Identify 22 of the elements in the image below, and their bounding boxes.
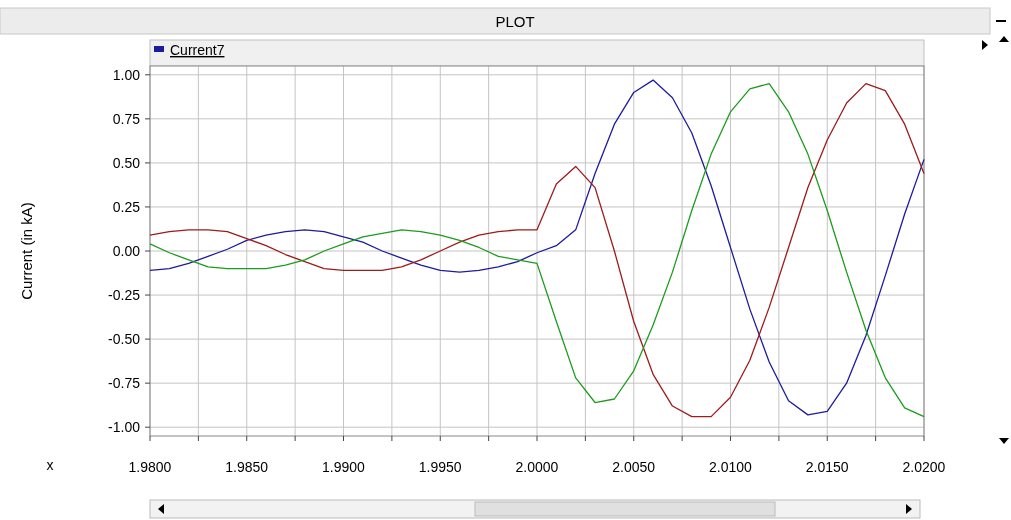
x-tick-label: 2.0000 xyxy=(515,459,559,475)
x-axis-title: x xyxy=(46,457,54,473)
legend-label: Current7 xyxy=(170,42,225,58)
x-tick-label: 2.0050 xyxy=(612,459,656,475)
y-tick-label: -1.00 xyxy=(108,419,141,436)
x-tick-label: 1.9950 xyxy=(418,459,462,475)
y-tick-label: 0.25 xyxy=(112,198,141,215)
y-axis-title: Current (in kA) xyxy=(18,202,35,300)
y-tick-label: 0.75 xyxy=(112,110,141,127)
chart-title: PLOT xyxy=(495,13,535,30)
x-tick-label: 1.9800 xyxy=(128,459,172,475)
x-tick-label: 1.9900 xyxy=(322,459,366,475)
y-tick-label: -0.50 xyxy=(108,331,141,348)
y-tick-label: 0.50 xyxy=(112,154,141,171)
y-tick-label: 1.00 xyxy=(112,66,141,83)
y-tick-label: -0.75 xyxy=(108,375,141,392)
x-tick-label: 2.0200 xyxy=(902,459,946,475)
y-tick-label: 0.00 xyxy=(112,243,141,259)
x-tick-label: 1.9850 xyxy=(225,459,269,475)
y-tick-label: -0.25 xyxy=(108,287,141,304)
x-tick-label: 2.0100 xyxy=(709,459,753,475)
x-tick-label: 2.0150 xyxy=(805,459,849,475)
